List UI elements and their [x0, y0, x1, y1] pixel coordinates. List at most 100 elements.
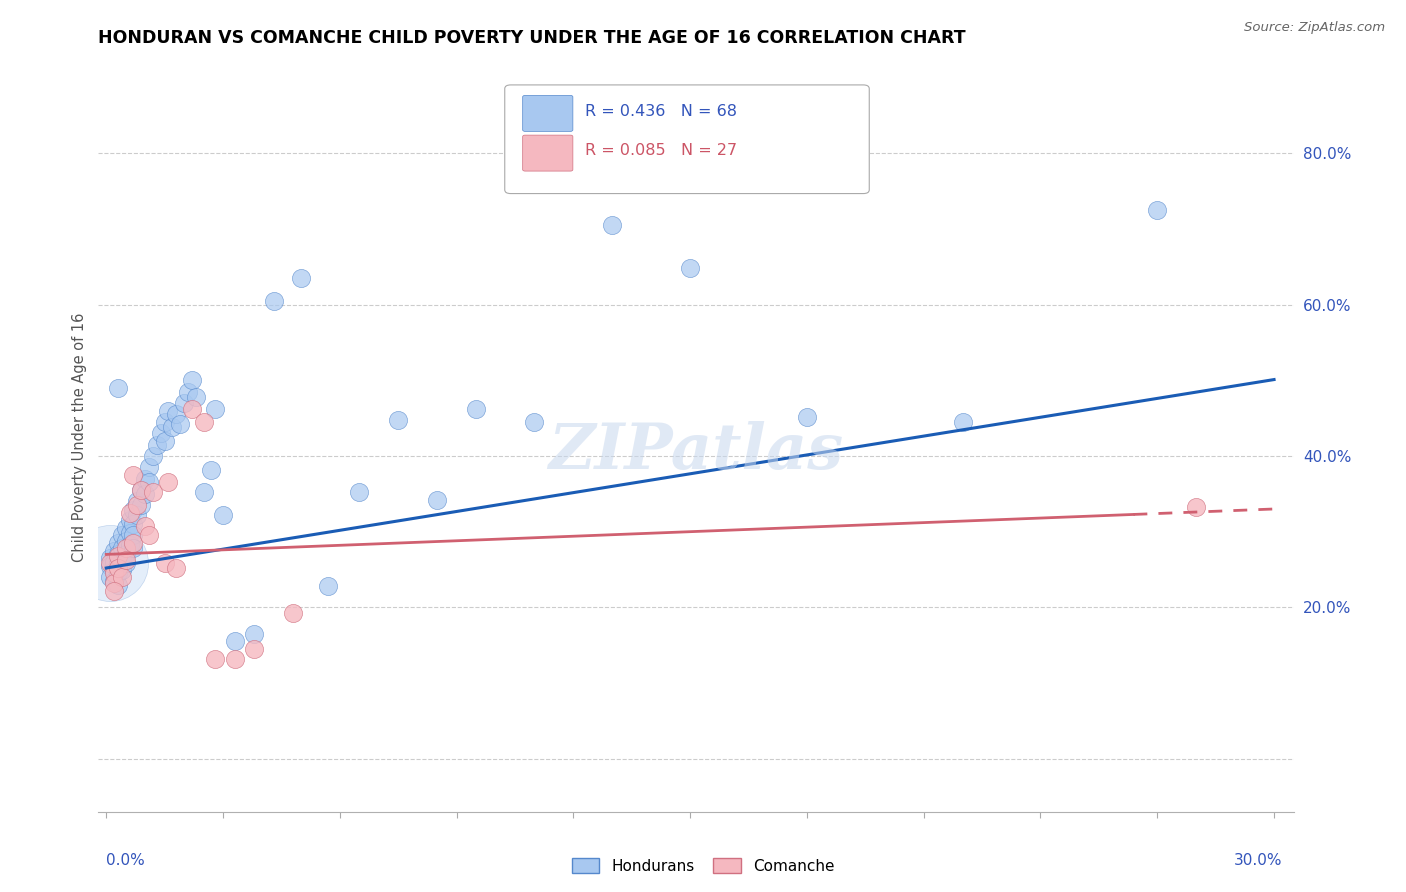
Point	[118, 506, 141, 520]
Point	[98, 570, 121, 584]
Point	[98, 558, 121, 573]
Point	[129, 498, 152, 512]
Point	[224, 652, 246, 666]
Point	[103, 566, 125, 581]
Point	[523, 415, 546, 429]
Point	[387, 412, 409, 426]
Point	[184, 390, 207, 404]
Legend: Hondurans, Comanche: Hondurans, Comanche	[565, 852, 841, 880]
Y-axis label: Child Poverty Under the Age of 16: Child Poverty Under the Age of 16	[72, 312, 87, 562]
Point	[107, 548, 129, 562]
Point	[129, 483, 152, 497]
FancyBboxPatch shape	[523, 135, 572, 171]
Point	[153, 557, 176, 571]
Point	[122, 517, 145, 532]
Point	[114, 541, 136, 556]
Point	[465, 402, 488, 417]
Point	[103, 576, 125, 591]
Point	[127, 498, 149, 512]
Point	[153, 434, 176, 448]
Point	[204, 652, 226, 666]
Point	[679, 261, 702, 276]
Point	[193, 415, 215, 429]
Point	[149, 426, 172, 441]
FancyBboxPatch shape	[505, 85, 869, 194]
Point	[426, 492, 449, 507]
Point	[204, 402, 226, 417]
Point	[122, 528, 145, 542]
Point	[107, 536, 129, 550]
Point	[98, 557, 121, 571]
Point	[114, 548, 136, 562]
Point	[180, 402, 202, 417]
Point	[122, 503, 145, 517]
Point	[290, 271, 312, 285]
Point	[118, 538, 141, 552]
Point	[98, 551, 121, 566]
Text: R = 0.085   N = 27: R = 0.085 N = 27	[585, 144, 737, 159]
FancyBboxPatch shape	[523, 95, 572, 131]
Point	[114, 521, 136, 535]
Point	[224, 634, 246, 648]
Point	[111, 553, 134, 567]
Point	[138, 475, 160, 490]
Point	[107, 557, 129, 571]
Point	[107, 566, 129, 581]
Point	[118, 513, 141, 527]
Point	[142, 449, 165, 463]
Point	[165, 408, 187, 422]
Point	[180, 373, 202, 387]
Point	[134, 487, 156, 501]
Point	[142, 485, 165, 500]
Point	[146, 437, 169, 451]
Point	[122, 536, 145, 550]
Point	[316, 579, 339, 593]
Point	[103, 555, 125, 569]
Point	[177, 384, 200, 399]
Point	[193, 485, 215, 500]
Point	[122, 467, 145, 482]
Point	[111, 562, 134, 576]
Point	[600, 218, 623, 232]
Point	[162, 420, 184, 434]
Point	[243, 642, 266, 657]
Point	[212, 508, 235, 522]
Point	[157, 475, 180, 490]
Text: 30.0%: 30.0%	[1233, 854, 1282, 868]
Point	[114, 553, 136, 567]
Point	[122, 541, 145, 556]
Point	[952, 415, 974, 429]
Point	[103, 564, 125, 578]
Point	[200, 462, 222, 476]
Text: Source: ZipAtlas.com: Source: ZipAtlas.com	[1244, 21, 1385, 34]
Text: 0.0%: 0.0%	[107, 854, 145, 868]
Text: ZIPatlas: ZIPatlas	[548, 421, 844, 483]
Point	[107, 561, 129, 575]
Point	[134, 472, 156, 486]
Point	[134, 518, 156, 533]
Point	[114, 557, 136, 571]
Point	[138, 460, 160, 475]
Text: HONDURAN VS COMANCHE CHILD POVERTY UNDER THE AGE OF 16 CORRELATION CHART: HONDURAN VS COMANCHE CHILD POVERTY UNDER…	[98, 29, 966, 47]
Point	[349, 485, 371, 500]
Point	[796, 409, 818, 424]
Point	[153, 415, 176, 429]
Point	[127, 508, 149, 522]
Point	[111, 528, 134, 542]
Point	[107, 577, 129, 591]
Point	[263, 293, 285, 308]
Point	[281, 607, 304, 621]
Point	[165, 561, 187, 575]
Point	[127, 494, 149, 508]
Point	[114, 533, 136, 548]
Point	[103, 543, 125, 558]
Point	[111, 570, 134, 584]
Point	[107, 381, 129, 395]
Point	[157, 403, 180, 417]
Point	[129, 483, 152, 497]
Point	[111, 541, 134, 556]
Point	[138, 528, 160, 542]
Point	[103, 583, 125, 598]
Point	[1146, 202, 1168, 217]
Text: R = 0.436   N = 68: R = 0.436 N = 68	[585, 103, 737, 119]
